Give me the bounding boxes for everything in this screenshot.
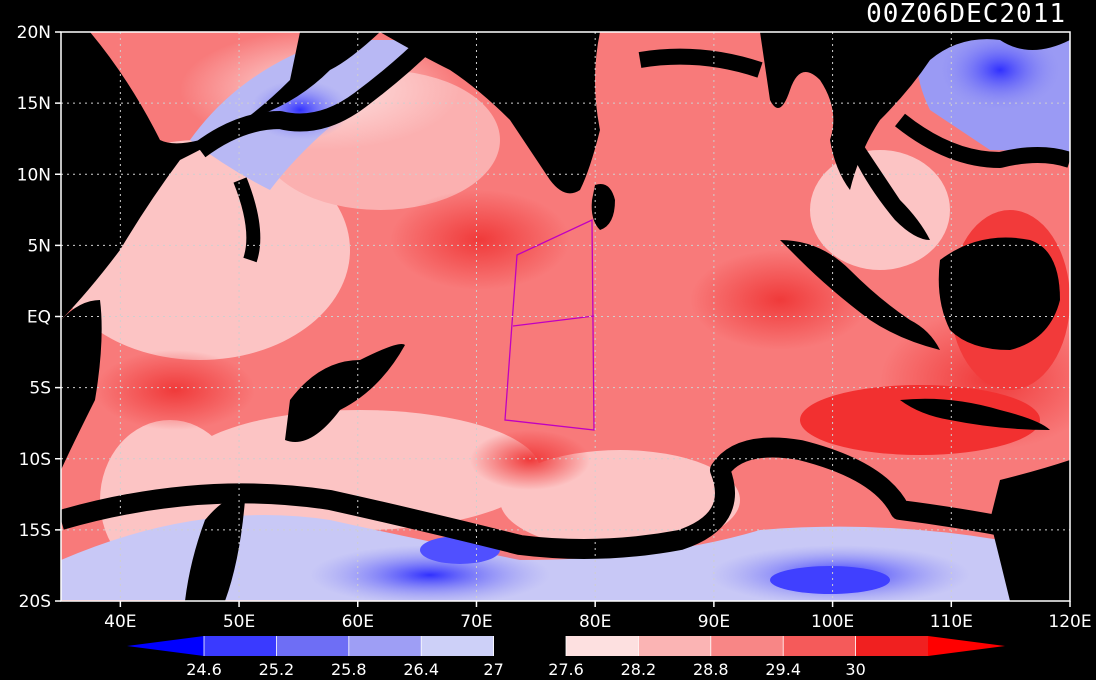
lon-tick-label: 100E bbox=[811, 612, 854, 632]
gridlines bbox=[61, 32, 1070, 601]
lat-tick-label: 10S bbox=[19, 450, 51, 470]
colorbar-swatch bbox=[348, 636, 422, 656]
land-indochina bbox=[760, 32, 1070, 190]
land-masses bbox=[61, 32, 1070, 601]
land-east-africa bbox=[61, 300, 102, 470]
colorbar-swatch bbox=[204, 636, 277, 656]
lon-tick-label: 90E bbox=[698, 612, 730, 632]
lat-tick-label: 20S bbox=[19, 592, 51, 612]
colorbar-swatch bbox=[276, 636, 350, 656]
land-java bbox=[900, 398, 1050, 430]
colorbar-label: 28.2 bbox=[621, 660, 657, 679]
lon-tick-label: 80E bbox=[579, 612, 611, 632]
lat-tick-label: 5S bbox=[29, 379, 51, 399]
analysis-box bbox=[504, 218, 595, 431]
lat-tick-label: 5N bbox=[27, 236, 51, 256]
colorbar-label: 30 bbox=[845, 660, 865, 679]
colorbar-swatch bbox=[493, 636, 567, 656]
colorbar-swatch bbox=[783, 636, 857, 656]
lat-tick-label: 15N bbox=[17, 94, 51, 114]
cold-patch-west bbox=[285, 344, 405, 442]
lon-tick-label: 60E bbox=[342, 612, 374, 632]
colorbar-swatch bbox=[566, 636, 639, 656]
lat-tick-label: 15S bbox=[19, 521, 51, 541]
lon-tick-label: 70E bbox=[460, 612, 492, 632]
colorbar-arrow-high bbox=[928, 636, 1005, 656]
longitude-axis: 40E 50E 60E 70E 80E 90E 100E 110E 120E bbox=[104, 601, 1092, 632]
colorbar-swatch bbox=[421, 636, 495, 656]
land-sumatra bbox=[780, 240, 940, 350]
cold-ocean-zones bbox=[61, 32, 1070, 601]
colorbar-arrow-low bbox=[127, 636, 204, 656]
colorbar-label: 25.2 bbox=[259, 660, 295, 679]
latitude-axis: 20N 15N 10N 5N EQ 5S 10S 15S 20S bbox=[17, 23, 61, 612]
colorbar-label: 25.8 bbox=[331, 660, 367, 679]
colorbar: 24.6 25.2 25.8 26.4 27 27.6 28.2 28.8 29.4 30 bbox=[127, 636, 1005, 679]
colorbar-label: 27 bbox=[483, 660, 503, 679]
colorbar-label: 29.4 bbox=[765, 660, 801, 679]
land-borneo bbox=[938, 237, 1060, 350]
lon-tick-label: 50E bbox=[223, 612, 255, 632]
map-title: 00Z06DEC2011 bbox=[866, 0, 1066, 29]
cool-ocean-zones bbox=[61, 32, 950, 580]
map-area bbox=[61, 32, 1070, 601]
colorbar-swatch bbox=[638, 636, 712, 656]
colorbar-label: 26.4 bbox=[403, 660, 439, 679]
colorbar-label: 27.6 bbox=[548, 660, 584, 679]
colorbar-swatch bbox=[710, 636, 784, 656]
lat-tick-label: EQ bbox=[27, 308, 51, 328]
colorbar-label: 28.8 bbox=[693, 660, 729, 679]
land-africa-arabia bbox=[61, 32, 380, 320]
lon-tick-label: 120E bbox=[1048, 612, 1091, 632]
land-madagascar bbox=[185, 497, 245, 601]
colorbar-label: 24.6 bbox=[186, 660, 222, 679]
lon-tick-label: 110E bbox=[930, 612, 973, 632]
land-sri-lanka bbox=[591, 184, 615, 230]
land-india bbox=[380, 32, 600, 194]
land-australia bbox=[990, 460, 1070, 601]
colorbar-swatch bbox=[855, 636, 929, 656]
lat-tick-label: 20N bbox=[17, 23, 51, 43]
land-malay-peninsula bbox=[855, 140, 930, 240]
lat-tick-label: 10N bbox=[17, 165, 51, 185]
lon-tick-label: 40E bbox=[104, 612, 136, 632]
